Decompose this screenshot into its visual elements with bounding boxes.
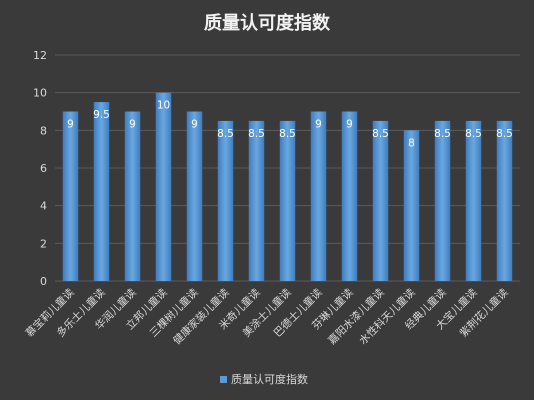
y-tick-label: 8 xyxy=(40,124,47,137)
y-tick-label: 4 xyxy=(40,200,47,213)
data-label: 9.5 xyxy=(93,109,110,121)
data-label: 9 xyxy=(67,119,74,131)
y-tick-label: 12 xyxy=(33,49,47,62)
bars: 9 9.5 9 10 9 8.5 8.5 8.5 9 9 8.5 8 8.5 8.5 8.5 xyxy=(62,92,513,282)
legend-label: 质量认可度指数 xyxy=(231,372,308,386)
bar xyxy=(186,111,203,281)
data-label: 8.5 xyxy=(217,128,234,140)
x-tick-label: 嘉阳水漆儿童读 xyxy=(325,286,387,348)
bar xyxy=(310,111,327,281)
bar xyxy=(434,120,451,282)
data-label: 9 xyxy=(346,119,353,131)
data-label: 8.5 xyxy=(434,128,451,140)
y-axis-ticks: 0 2 4 6 8 10 12 xyxy=(33,49,47,288)
x-axis-labels: 慕宝莉儿童读多乐士儿童读华润儿童读立邦儿童读三棵树儿童读健康家装儿童读米奇儿童读… xyxy=(23,286,511,348)
bar xyxy=(279,120,296,282)
bar xyxy=(124,111,141,281)
data-label: 9 xyxy=(191,119,198,131)
y-tick-label: 0 xyxy=(40,275,47,288)
data-label: 9 xyxy=(129,119,136,131)
x-tick-label: 水性科天儿童读 xyxy=(356,286,418,348)
bar xyxy=(62,111,79,281)
data-label: 10 xyxy=(157,100,170,112)
data-label: 8.5 xyxy=(496,128,513,140)
bar xyxy=(217,120,234,282)
bar xyxy=(248,120,265,282)
bar xyxy=(341,111,358,281)
data-label: 8.5 xyxy=(248,128,265,140)
legend-swatch xyxy=(220,376,227,383)
bar xyxy=(465,120,482,282)
legend: 质量认可度指数 xyxy=(220,372,308,386)
data-label: 8.5 xyxy=(372,128,389,140)
bar xyxy=(93,102,110,281)
bar xyxy=(496,120,513,282)
y-tick-label: 6 xyxy=(40,162,47,175)
chart-title: 质量认可度指数 xyxy=(204,12,331,34)
bar xyxy=(372,120,389,282)
bar xyxy=(403,130,420,281)
y-tick-label: 2 xyxy=(40,237,47,250)
data-label: 8.5 xyxy=(279,128,296,140)
data-label: 9 xyxy=(315,119,322,131)
y-tick-label: 10 xyxy=(33,87,47,100)
x-tick-label: 健康家装儿童读 xyxy=(170,286,232,348)
data-label: 8 xyxy=(408,137,415,149)
data-label: 8.5 xyxy=(465,128,482,140)
bar xyxy=(155,92,172,282)
